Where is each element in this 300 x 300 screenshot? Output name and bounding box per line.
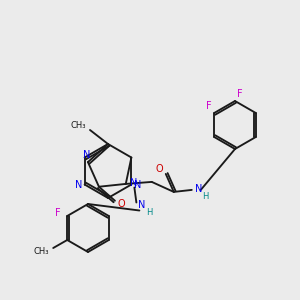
Text: O: O — [117, 199, 125, 209]
Text: F: F — [56, 208, 61, 218]
Text: H: H — [202, 192, 209, 201]
Text: N: N — [134, 179, 141, 190]
Text: N: N — [75, 179, 82, 190]
Text: H: H — [146, 208, 153, 217]
Text: N: N — [195, 184, 202, 194]
Text: F: F — [237, 89, 243, 99]
Text: CH₃: CH₃ — [70, 122, 86, 130]
Text: N: N — [130, 178, 137, 188]
Text: CH₃: CH₃ — [34, 248, 49, 256]
Text: N: N — [138, 200, 145, 211]
Text: O: O — [156, 164, 164, 174]
Text: F: F — [206, 101, 212, 111]
Text: N: N — [83, 150, 91, 160]
